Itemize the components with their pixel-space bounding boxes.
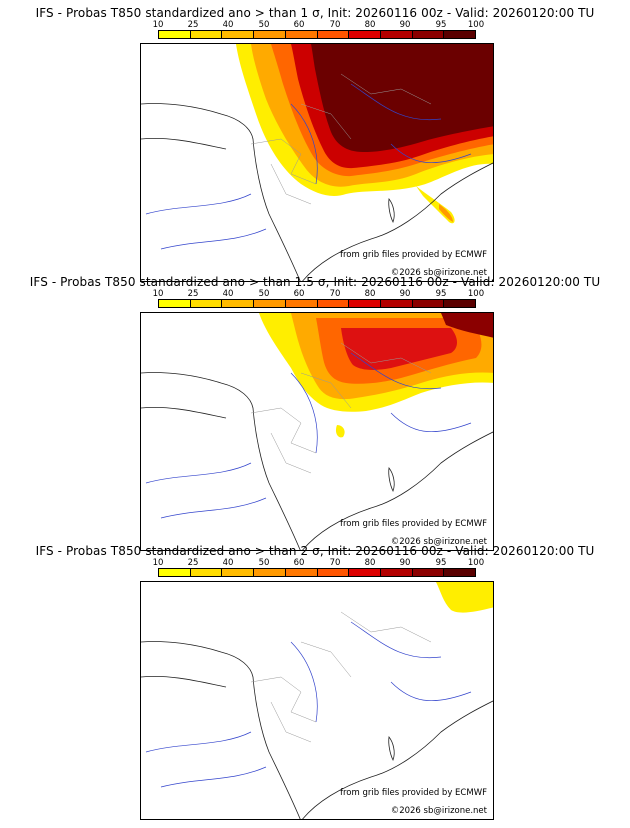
colorbar-tick-label: 50: [258, 289, 270, 299]
map-graphic: [141, 582, 493, 819]
colorbar-tick-label: 70: [329, 20, 341, 30]
panel-title: IFS - Probas T850 standardized ano > tha…: [35, 544, 595, 558]
colorbar-tick-label: 70: [329, 558, 341, 568]
colorbar-labels: 10 25 40 50 60 70 80 90 95 100: [153, 20, 485, 30]
colorbar-tick-label: 10: [152, 558, 164, 568]
colorbar-tick-label: 100: [467, 20, 485, 30]
colorbar-tick-label: 90: [399, 558, 411, 568]
colorbar-segment: [444, 31, 476, 38]
colorbar-tick-label: 95: [435, 558, 447, 568]
colorbar-tick-label: 90: [399, 20, 411, 30]
colorbar-tick-label: 100: [467, 558, 485, 568]
colorbar-tick-label: 50: [258, 558, 270, 568]
colorbar-tick-label: 60: [293, 558, 305, 568]
copyright-text: ©2026 sb@irizone.net: [390, 268, 487, 278]
colorbar-segment: [317, 31, 350, 38]
colorbar-segment: [412, 31, 445, 38]
colorbar-segment: [285, 569, 318, 576]
colorbar-tick-label: 25: [187, 20, 199, 30]
colorbar-tick-label: 80: [364, 20, 376, 30]
colorbar-segment: [317, 569, 350, 576]
colorbar-tick-label: 25: [187, 558, 199, 568]
colorbar-tick-label: 95: [435, 20, 447, 30]
colorbar-segment: [380, 569, 413, 576]
colorbar-segment: [190, 569, 223, 576]
colorbar-segment: [159, 31, 191, 38]
colorbar: [158, 568, 476, 577]
colorbar-segment: [285, 300, 318, 307]
colorbar-segment: [444, 569, 476, 576]
colorbar-segment: [159, 300, 191, 307]
panel-title: IFS - Probas T850 standardized ano > tha…: [35, 6, 595, 20]
colorbar-tick-label: 90: [399, 289, 411, 299]
map-graphic: [141, 44, 493, 281]
colorbar-tick-label: 80: [364, 289, 376, 299]
forecast-map: from grib files provided by ECMWF ©2026 …: [140, 312, 494, 551]
forecast-map: from grib files provided by ECMWF ©2026 …: [140, 581, 494, 820]
colorbar-tick-label: 25: [187, 289, 199, 299]
colorbar-segment: [285, 31, 318, 38]
map-graphic: [141, 313, 493, 550]
colorbar-segment: [159, 569, 191, 576]
colorbar-tick-label: 50: [258, 20, 270, 30]
colorbar-segment: [222, 31, 255, 38]
colorbar-tick-label: 60: [293, 289, 305, 299]
colorbar-segment: [349, 300, 381, 307]
source-credit: from grib files provided by ECMWF: [340, 788, 487, 798]
colorbar-segment: [222, 300, 255, 307]
colorbar-labels: 10 25 40 50 60 70 80 90 95 100: [153, 289, 485, 299]
colorbar-tick-label: 10: [152, 289, 164, 299]
colorbar-segment: [444, 300, 476, 307]
colorbar-segment: [349, 569, 381, 576]
colorbar-segment: [254, 31, 286, 38]
colorbar-tick-label: 40: [222, 20, 234, 30]
colorbar-segment: [254, 569, 286, 576]
colorbar-segment: [222, 569, 255, 576]
colorbar-segment: [190, 300, 223, 307]
colorbar-segment: [254, 300, 286, 307]
colorbar-tick-label: 100: [467, 289, 485, 299]
colorbar-labels: 10 25 40 50 60 70 80 90 95 100: [153, 558, 485, 568]
copyright-text: ©2026 sb@irizone.net: [390, 806, 487, 816]
colorbar-tick-label: 70: [329, 289, 341, 299]
colorbar-tick-label: 60: [293, 20, 305, 30]
colorbar-segment: [380, 300, 413, 307]
source-credit: from grib files provided by ECMWF: [340, 519, 487, 529]
colorbar: [158, 299, 476, 308]
map-panel-2: IFS - Probas T850 standardized ano > tha…: [0, 275, 630, 551]
map-panel-1: IFS - Probas T850 standardized ano > tha…: [0, 6, 630, 282]
colorbar-segment: [190, 31, 223, 38]
colorbar-tick-label: 40: [222, 289, 234, 299]
colorbar-tick-label: 95: [435, 289, 447, 299]
colorbar-tick-label: 40: [222, 558, 234, 568]
colorbar-segment: [412, 300, 445, 307]
colorbar-segment: [349, 31, 381, 38]
panel-title: IFS - Probas T850 standardized ano > tha…: [29, 275, 601, 289]
map-panel-3: IFS - Probas T850 standardized ano > tha…: [0, 544, 630, 820]
copyright-text: ©2026 sb@irizone.net: [390, 537, 487, 547]
colorbar-segment: [412, 569, 445, 576]
colorbar-segment: [380, 31, 413, 38]
colorbar-tick-label: 80: [364, 558, 376, 568]
colorbar-segment: [317, 300, 350, 307]
colorbar: [158, 30, 476, 39]
forecast-map: from grib files provided by ECMWF ©2026 …: [140, 43, 494, 282]
colorbar-tick-label: 10: [152, 20, 164, 30]
source-credit: from grib files provided by ECMWF: [340, 250, 487, 260]
